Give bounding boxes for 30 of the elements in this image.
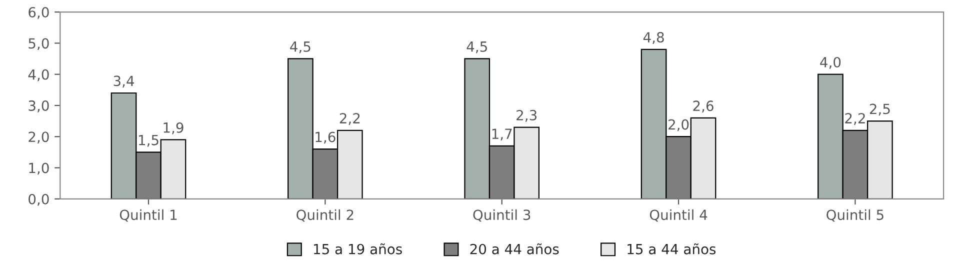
y-tick-label: 5,0 — [28, 38, 49, 50]
y-tick-label: 4,0 — [28, 69, 49, 82]
y-tick-label: 0,0 — [28, 194, 49, 206]
data-label: 4,8 — [643, 32, 664, 44]
data-label: 2,3 — [516, 110, 537, 122]
legend-label: 15 a 44 años — [628, 243, 716, 254]
x-tick-label: Quintil 4 — [650, 209, 708, 222]
y-tick-label: 6,0 — [28, 6, 49, 19]
data-label: 4,5 — [466, 42, 487, 54]
data-label: 3,4 — [114, 76, 134, 88]
y-tick-label: 1,0 — [29, 162, 49, 175]
data-label: 2,5 — [870, 104, 890, 116]
data-label: 2,0 — [668, 119, 689, 132]
x-tick-label: Quintil 3 — [473, 209, 530, 222]
data-label: 1,9 — [164, 122, 184, 134]
x-tick-label: Quintil 1 — [120, 209, 177, 222]
data-label: 2,2 — [845, 113, 865, 125]
legend-label: 15 a 19 años — [314, 243, 402, 254]
data-label: 1,7 — [492, 128, 512, 141]
y-tick-label: 3,0 — [28, 100, 49, 112]
y-tick-label: 2,0 — [28, 132, 49, 144]
data-label: 1,5 — [138, 135, 158, 147]
data-label: 2,2 — [340, 113, 360, 125]
legend-label: 20 a 44 años — [470, 243, 559, 254]
data-label: 4,5 — [290, 42, 310, 54]
data-label: 4,0 — [820, 56, 841, 69]
x-tick-label: Quintil 5 — [826, 209, 884, 222]
x-tick-label: Quintil 2 — [296, 209, 354, 222]
data-label: 1,6 — [316, 132, 336, 144]
data-label: 2,6 — [693, 100, 714, 112]
